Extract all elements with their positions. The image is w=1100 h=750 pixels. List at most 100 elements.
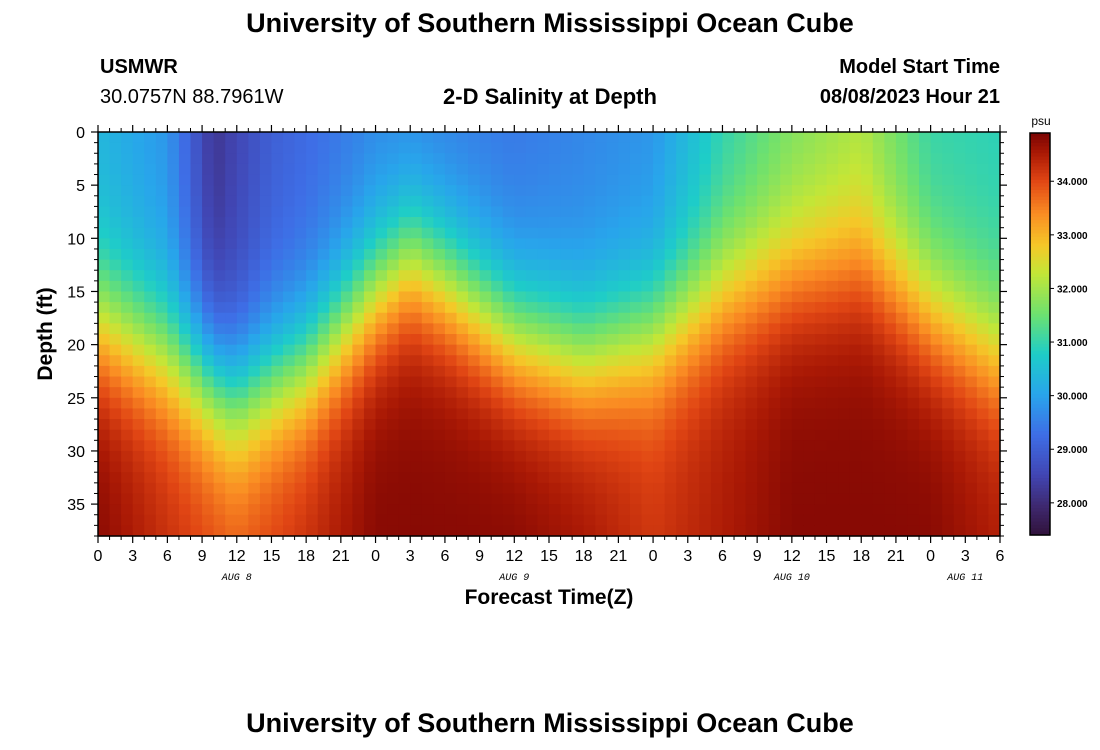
heatmap-cell [872, 206, 885, 218]
colorbar-swatch [1030, 407, 1050, 412]
heatmap-cell [340, 450, 354, 463]
heatmap-cell [109, 142, 122, 154]
heatmap-cell [479, 291, 492, 303]
heatmap-cell [155, 195, 168, 208]
heatmap-cell [98, 153, 111, 165]
heatmap-cell [664, 450, 677, 463]
heatmap-cell [919, 163, 932, 176]
heatmap-cell [757, 397, 770, 410]
heatmap-cell [919, 185, 932, 197]
heatmap-cell [375, 227, 388, 239]
heatmap-cell [976, 344, 990, 356]
heatmap-cell [687, 248, 700, 261]
heatmap-cell [710, 206, 724, 218]
heatmap-cell [352, 461, 365, 473]
heatmap-cell [213, 291, 226, 303]
heatmap-cell [340, 312, 354, 324]
heatmap-cell [410, 195, 423, 208]
heatmap-cell [537, 344, 550, 356]
heatmap-cell [907, 142, 920, 154]
heatmap-cell [768, 206, 781, 218]
heatmap-cell [190, 206, 203, 218]
heatmap-cell [907, 450, 920, 463]
heatmap-cell [838, 312, 851, 324]
heatmap-cell [444, 248, 458, 261]
heatmap-cell [98, 248, 111, 261]
heatmap-cell [456, 185, 469, 197]
heatmap-cell [121, 376, 134, 388]
heatmap-cell [791, 142, 805, 154]
heatmap-cell [919, 142, 932, 154]
heatmap-cell [664, 302, 677, 314]
heatmap-cell [387, 323, 400, 335]
heatmap-cell [745, 408, 758, 420]
heatmap-cell [202, 472, 215, 484]
heatmap-cell [410, 450, 423, 463]
heatmap-cell [514, 525, 527, 537]
heatmap-cell [283, 132, 296, 144]
heatmap-cell [849, 217, 862, 229]
heatmap-cell [942, 217, 955, 229]
heatmap-cell [560, 482, 573, 495]
heatmap-cell [919, 270, 932, 282]
heatmap-cell [144, 323, 157, 335]
heatmap-cell [294, 227, 307, 239]
heatmap-cell [248, 302, 261, 314]
heatmap-cell [838, 227, 851, 239]
heatmap-cell [375, 397, 388, 410]
heatmap-cell [537, 472, 550, 484]
heatmap-cell [988, 174, 1001, 186]
heatmap-cell [687, 312, 700, 324]
heatmap-cell [653, 312, 666, 324]
heatmap-cell [329, 227, 342, 239]
heatmap-cell [583, 461, 596, 473]
heatmap-cell [745, 217, 758, 229]
heatmap-cell [525, 217, 539, 229]
heatmap-cell [549, 142, 562, 154]
heatmap-cell [606, 323, 619, 335]
heatmap-cell [734, 514, 747, 526]
heatmap-cell [884, 514, 897, 526]
heatmap-cell [98, 493, 111, 505]
colorbar-swatch [1030, 511, 1050, 516]
heatmap-cell [98, 387, 111, 399]
heatmap-cell [121, 408, 134, 420]
heatmap-cell [953, 302, 966, 314]
heatmap-cell [861, 397, 874, 410]
heatmap-cell [676, 408, 689, 420]
heatmap-cell [653, 472, 666, 484]
heatmap-cell [606, 227, 619, 239]
heatmap-cell [942, 270, 955, 282]
heatmap-cell [734, 174, 747, 186]
heatmap-cell [965, 504, 978, 516]
heatmap-cell [710, 482, 724, 495]
colorbar-swatch [1030, 303, 1050, 308]
x-tick-label: 6 [996, 548, 1005, 565]
heatmap-cell [317, 482, 330, 495]
heatmap-cell [387, 259, 400, 271]
heatmap-cell [629, 376, 643, 388]
heatmap-cell [190, 185, 203, 197]
heatmap-cell [537, 302, 550, 314]
heatmap-cell [618, 355, 631, 367]
heatmap-cell [814, 450, 828, 463]
heatmap-cell [653, 450, 666, 463]
heatmap-cell [676, 163, 689, 176]
heatmap-cell [468, 248, 481, 261]
heatmap-cell [676, 142, 689, 154]
heatmap-cell [618, 344, 631, 356]
heatmap-cell [653, 291, 666, 303]
heatmap-cell [410, 482, 423, 495]
heatmap-cell [861, 344, 874, 356]
heatmap-cell [375, 355, 388, 367]
heatmap-cell [410, 132, 423, 144]
heatmap-cell [421, 493, 434, 505]
heatmap-cell [294, 270, 307, 282]
heatmap-cell [190, 472, 203, 484]
heatmap-cell [722, 493, 735, 505]
heatmap-cell [560, 185, 573, 197]
heatmap-cell [283, 280, 296, 293]
heatmap-cell [537, 142, 550, 154]
heatmap-cell [745, 397, 758, 410]
heatmap-cell [572, 525, 585, 537]
